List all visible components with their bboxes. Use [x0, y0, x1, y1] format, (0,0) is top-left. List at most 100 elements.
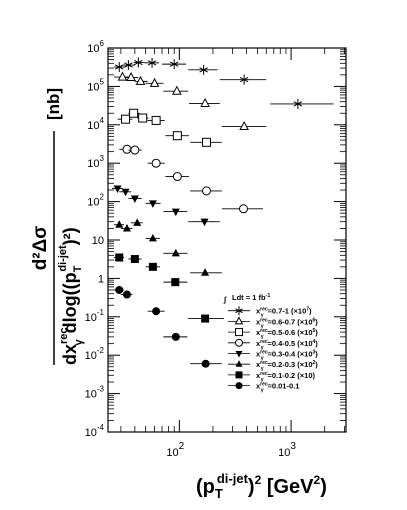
data-point	[221, 204, 263, 214]
y-tick-label: 106	[87, 39, 104, 55]
legend-label: xrec γ =0.5-0.6 (×105)	[256, 328, 318, 340]
star-marker	[134, 57, 143, 68]
y-axis-title: d²Δσ dxrec γdlog((pTdi-jet)²) [nb]	[30, 88, 85, 365]
open-triangle-marker	[200, 97, 210, 107]
open-square-marker	[151, 115, 161, 125]
open-circle-marker	[235, 338, 243, 347]
data-point	[219, 74, 267, 85]
legend-entry: xrec γ =0.01-0.1	[228, 382, 299, 394]
data-point	[122, 60, 135, 71]
filled-circle-marker	[122, 290, 131, 299]
data-point	[144, 57, 160, 68]
legend-label: xrec γ =0.4-0.5 (×104)	[256, 339, 318, 351]
open-circle-marker	[172, 172, 182, 182]
data-point	[131, 218, 143, 226]
data-point	[112, 185, 123, 193]
data-point	[137, 113, 149, 123]
star-marker	[239, 74, 249, 85]
data-series	[112, 57, 334, 368]
data-point	[113, 220, 125, 228]
filled-square-marker	[130, 255, 139, 264]
legend-entry: xrec γ =0.5-0.6 (×105)	[228, 328, 318, 340]
filled-triangle-marker	[235, 360, 243, 367]
data-point	[190, 186, 222, 196]
data-point	[270, 98, 334, 109]
open-square-marker	[129, 108, 139, 118]
data-point	[147, 158, 165, 168]
data-point	[145, 77, 164, 87]
y-title-unit: [nb]	[44, 88, 63, 120]
open-circle-marker	[151, 158, 161, 168]
open-circle-marker	[130, 145, 140, 155]
filled-triangle-marker	[171, 248, 180, 257]
series-7	[113, 253, 224, 323]
series-5	[112, 185, 220, 227]
star-marker	[115, 62, 124, 73]
series-3	[117, 108, 222, 147]
data-point	[128, 145, 142, 155]
y-tick-label: 103	[87, 154, 104, 170]
filled-square-marker	[148, 262, 157, 271]
open-triangle-marker	[135, 75, 146, 85]
data-point	[113, 62, 126, 73]
data-point	[128, 255, 142, 264]
open-square-marker	[138, 113, 148, 123]
y-tick-label: 10-1	[85, 308, 105, 324]
legend-entry: xrec γ =0.4-0.5 (×104)	[228, 338, 318, 351]
x-axis-tick-labels: 102 103	[166, 441, 296, 459]
data-point	[133, 57, 145, 68]
filled-triangle-down-marker	[130, 195, 139, 204]
y-tick-label: 105	[87, 77, 104, 93]
data-point	[163, 208, 188, 217]
filled-circle-marker	[171, 332, 180, 341]
data-point	[221, 120, 267, 131]
open-circle-marker	[201, 186, 211, 196]
data-point	[145, 262, 160, 271]
y-title-numerator: d²Δσ	[30, 226, 51, 271]
legend-entry: xrec γ =0.7-1 (×107)	[228, 306, 312, 319]
y-tick-label: 1	[98, 273, 104, 285]
data-point	[120, 290, 133, 299]
data-point	[113, 71, 130, 81]
x-axis-title: (pTdi-jet)2 [GeV2)	[196, 471, 327, 501]
legend-entry: xrec γ =0.6-0.7 (×106)	[228, 316, 318, 329]
filled-square-marker	[115, 253, 124, 262]
filled-square-marker	[201, 314, 210, 323]
data-point	[190, 268, 222, 276]
filled-circle-marker	[115, 285, 124, 294]
data-point	[147, 115, 165, 125]
data-point	[113, 253, 125, 262]
data-point	[165, 131, 189, 141]
integral-sign: ∫	[223, 295, 227, 304]
data-point	[134, 75, 148, 85]
filled-triangle-down-marker	[148, 200, 157, 208]
y-tick-label: 10-3	[85, 385, 105, 401]
star-marker	[199, 64, 208, 75]
data-point	[190, 137, 222, 147]
data-point	[163, 332, 188, 341]
filled-triangle-down-marker	[200, 218, 209, 227]
y-tick-label: 10-4	[85, 423, 105, 439]
filled-triangle-down-marker	[121, 188, 130, 197]
open-square-marker	[235, 328, 243, 337]
open-triangle-marker	[239, 120, 249, 131]
data-point	[163, 248, 188, 257]
series-4	[119, 144, 263, 214]
filled-square-marker	[235, 371, 243, 379]
open-triangle-marker	[172, 85, 182, 95]
legend-entry: xrec γ =0.1-0.2 (×10)	[228, 371, 316, 383]
open-triangle-marker	[117, 71, 128, 81]
series-1	[113, 57, 334, 109]
data-point	[163, 278, 188, 287]
data-point	[119, 188, 132, 197]
series-8	[113, 285, 222, 368]
data-point	[113, 285, 125, 294]
y-tick-label: 102	[87, 193, 104, 209]
open-triangle-marker	[126, 71, 136, 82]
open-triangle-marker	[149, 77, 160, 87]
legend-entry: xrec γ =0.3-0.4 (×103)	[228, 350, 318, 362]
open-square-marker	[121, 114, 131, 124]
data-point	[145, 200, 161, 208]
legend-label: xrec γ =0.2-0.3 (×102)	[256, 360, 318, 372]
